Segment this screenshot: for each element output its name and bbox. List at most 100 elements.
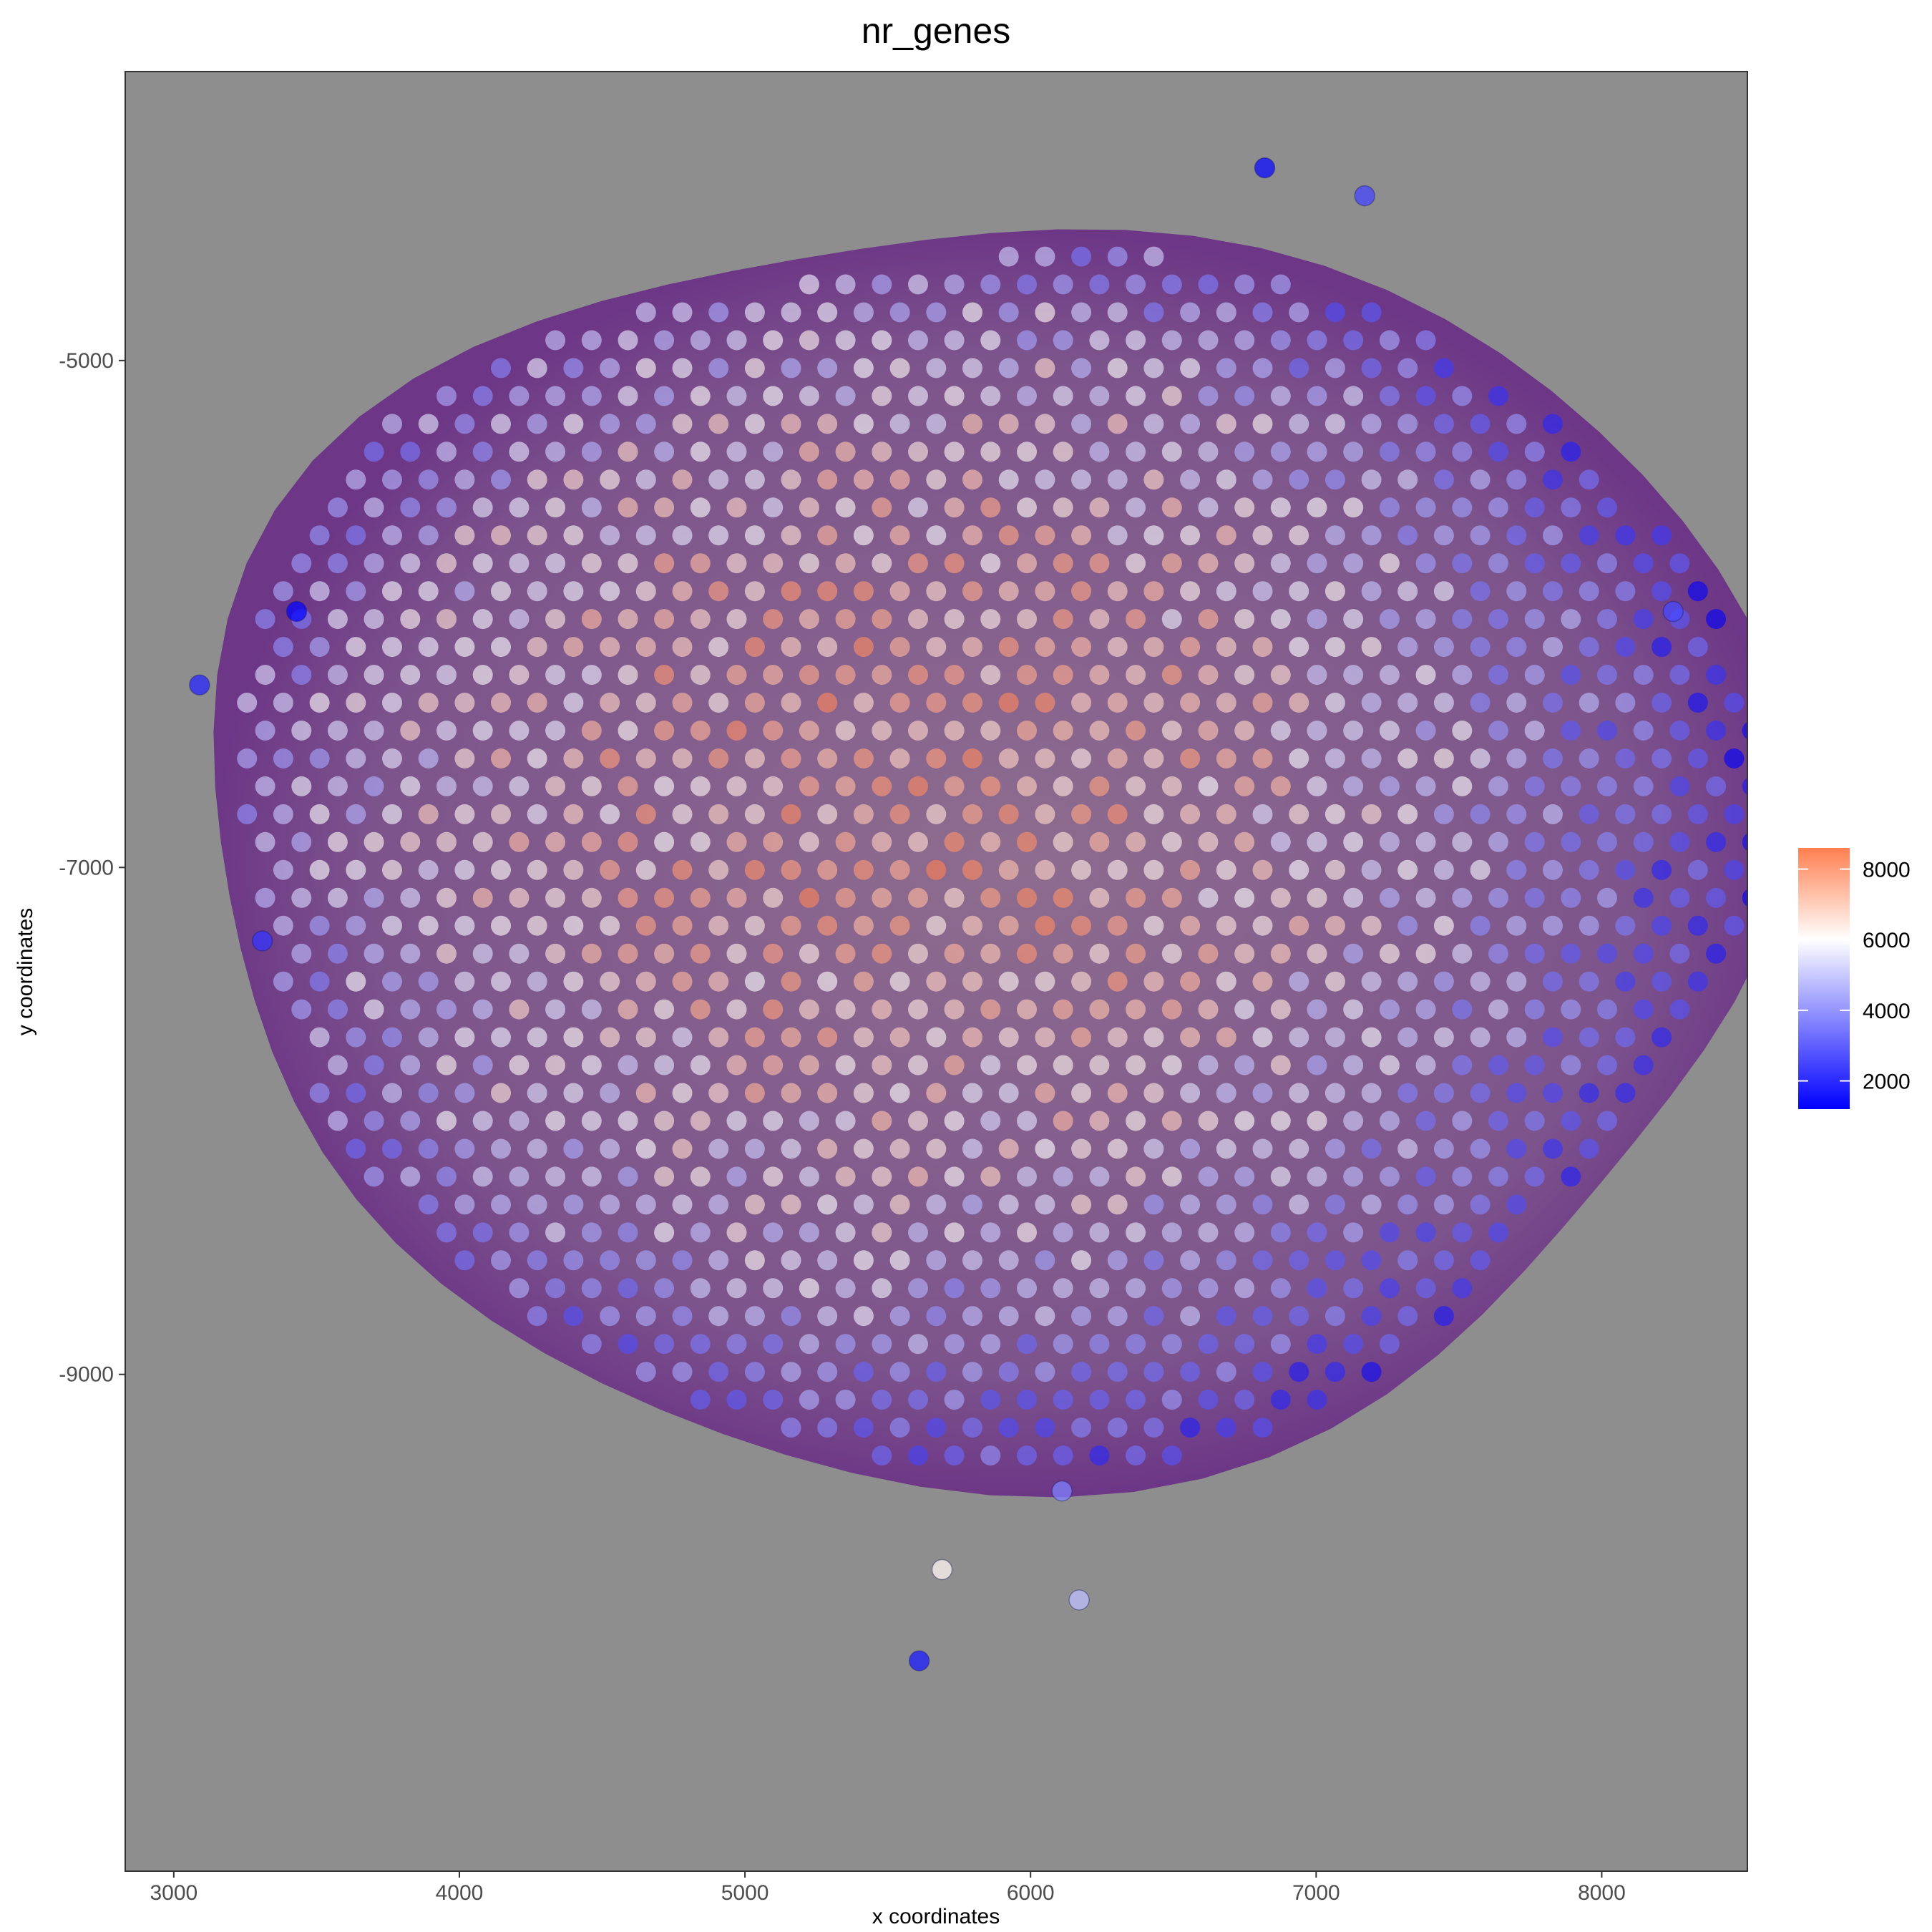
spot-728: [1706, 831, 1727, 852]
spot-832: [889, 748, 910, 769]
spot-1181: [400, 497, 421, 518]
spot-214: [1035, 1194, 1055, 1215]
spot-274: [781, 1138, 801, 1159]
spot-914: [817, 693, 838, 713]
spot-1013: [1433, 637, 1454, 658]
spot-943: [364, 665, 384, 686]
spot-553: [1343, 943, 1364, 964]
spot-621: [835, 887, 856, 908]
spot-1429: [1126, 274, 1146, 295]
spot-1289: [563, 414, 584, 434]
spot-30: [944, 1390, 965, 1410]
spot-460: [835, 999, 856, 1020]
spot-898: [237, 693, 258, 713]
spot-764: [1470, 804, 1491, 824]
spot-790: [908, 776, 928, 796]
spot-1183: [472, 497, 493, 518]
spot-684: [1615, 859, 1636, 880]
spot-776: [400, 776, 421, 796]
spot-1073: [672, 581, 693, 602]
spot-92: [781, 1306, 801, 1327]
spot-1057: [1561, 609, 1581, 630]
spot-901: [346, 693, 366, 713]
spot-1157: [889, 525, 910, 546]
spot-697: [581, 831, 602, 852]
spot-690: [327, 831, 348, 852]
x-tick-label-4000: 4000: [436, 1881, 484, 1905]
spot-122: [908, 1278, 928, 1299]
spot-622: [872, 887, 892, 908]
spot-1360: [962, 358, 982, 379]
spot-968: [1270, 665, 1291, 686]
spot-781: [581, 776, 602, 796]
spot-1229: [853, 469, 874, 490]
spot-1199: [1053, 497, 1073, 518]
spot-1266: [944, 441, 965, 462]
spot-942: [327, 665, 348, 686]
spot-8: [1161, 1445, 1182, 1466]
spot-503: [962, 971, 982, 992]
spot-314: [944, 1111, 965, 1131]
spot-575: [672, 915, 693, 936]
spot-1320: [545, 386, 566, 406]
spot-5: [1053, 1445, 1073, 1466]
spot-1246: [1470, 469, 1491, 490]
spot-1221: [563, 469, 584, 490]
spot-463: [944, 999, 965, 1020]
spot-1100: [1652, 581, 1672, 602]
spot-599: [1543, 915, 1563, 936]
spot-535: [690, 943, 711, 964]
spot-254: [1307, 1166, 1327, 1187]
spot-154: [1035, 1250, 1055, 1271]
spot-1238: [1180, 469, 1201, 490]
spot-216: [1107, 1194, 1128, 1215]
spot-1297: [853, 414, 874, 434]
spot-37: [1198, 1390, 1219, 1410]
spot-429: [1107, 1027, 1128, 1048]
spot-1379: [726, 330, 747, 351]
spot-523: [1687, 971, 1708, 992]
spot-1135: [1488, 553, 1508, 574]
spot-470: [1198, 999, 1219, 1020]
spot-655: [563, 859, 584, 880]
spot-948: [545, 665, 566, 686]
spot-1354: [744, 358, 765, 379]
spots-layer: [237, 246, 1747, 1466]
spot-1192: [799, 497, 819, 518]
spot-381: [726, 1055, 747, 1075]
spot-1288: [527, 414, 547, 434]
spot-1105: [400, 553, 421, 574]
spot-837: [1071, 748, 1092, 769]
spot-673: [1216, 859, 1236, 880]
spot-1189: [690, 497, 711, 518]
spot-369: [1615, 1083, 1636, 1103]
spot-390: [1053, 1055, 1073, 1075]
spot-595: [1397, 915, 1418, 936]
spot-258: [1452, 1166, 1473, 1187]
spot-694: [472, 831, 493, 852]
outlier-spot-0: [1254, 157, 1276, 179]
spot-1282: [1524, 441, 1545, 462]
spot-90: [708, 1306, 729, 1327]
spot-1120: [944, 553, 965, 574]
spot-1195: [908, 497, 928, 518]
spot-1248: [1543, 469, 1563, 490]
spot-759: [1289, 804, 1309, 824]
spot-1286: [454, 414, 475, 434]
spot-757: [1216, 804, 1236, 824]
spot-1127: [1198, 553, 1219, 574]
spot-288: [1289, 1138, 1309, 1159]
spot-388: [980, 1055, 1001, 1075]
spot-115: [654, 1278, 675, 1299]
spot-1375: [581, 330, 602, 351]
spot-1009: [1289, 637, 1309, 658]
spot-845: [1361, 748, 1382, 769]
spot-607: [327, 887, 348, 908]
spot-1290: [600, 414, 620, 434]
spot-929: [1361, 693, 1382, 713]
spot-1418: [1324, 302, 1345, 323]
spot-1054: [1452, 609, 1473, 630]
spot-76: [1089, 1334, 1110, 1355]
x-tick-label-6000: 6000: [1007, 1881, 1055, 1905]
spot-310: [799, 1111, 819, 1131]
